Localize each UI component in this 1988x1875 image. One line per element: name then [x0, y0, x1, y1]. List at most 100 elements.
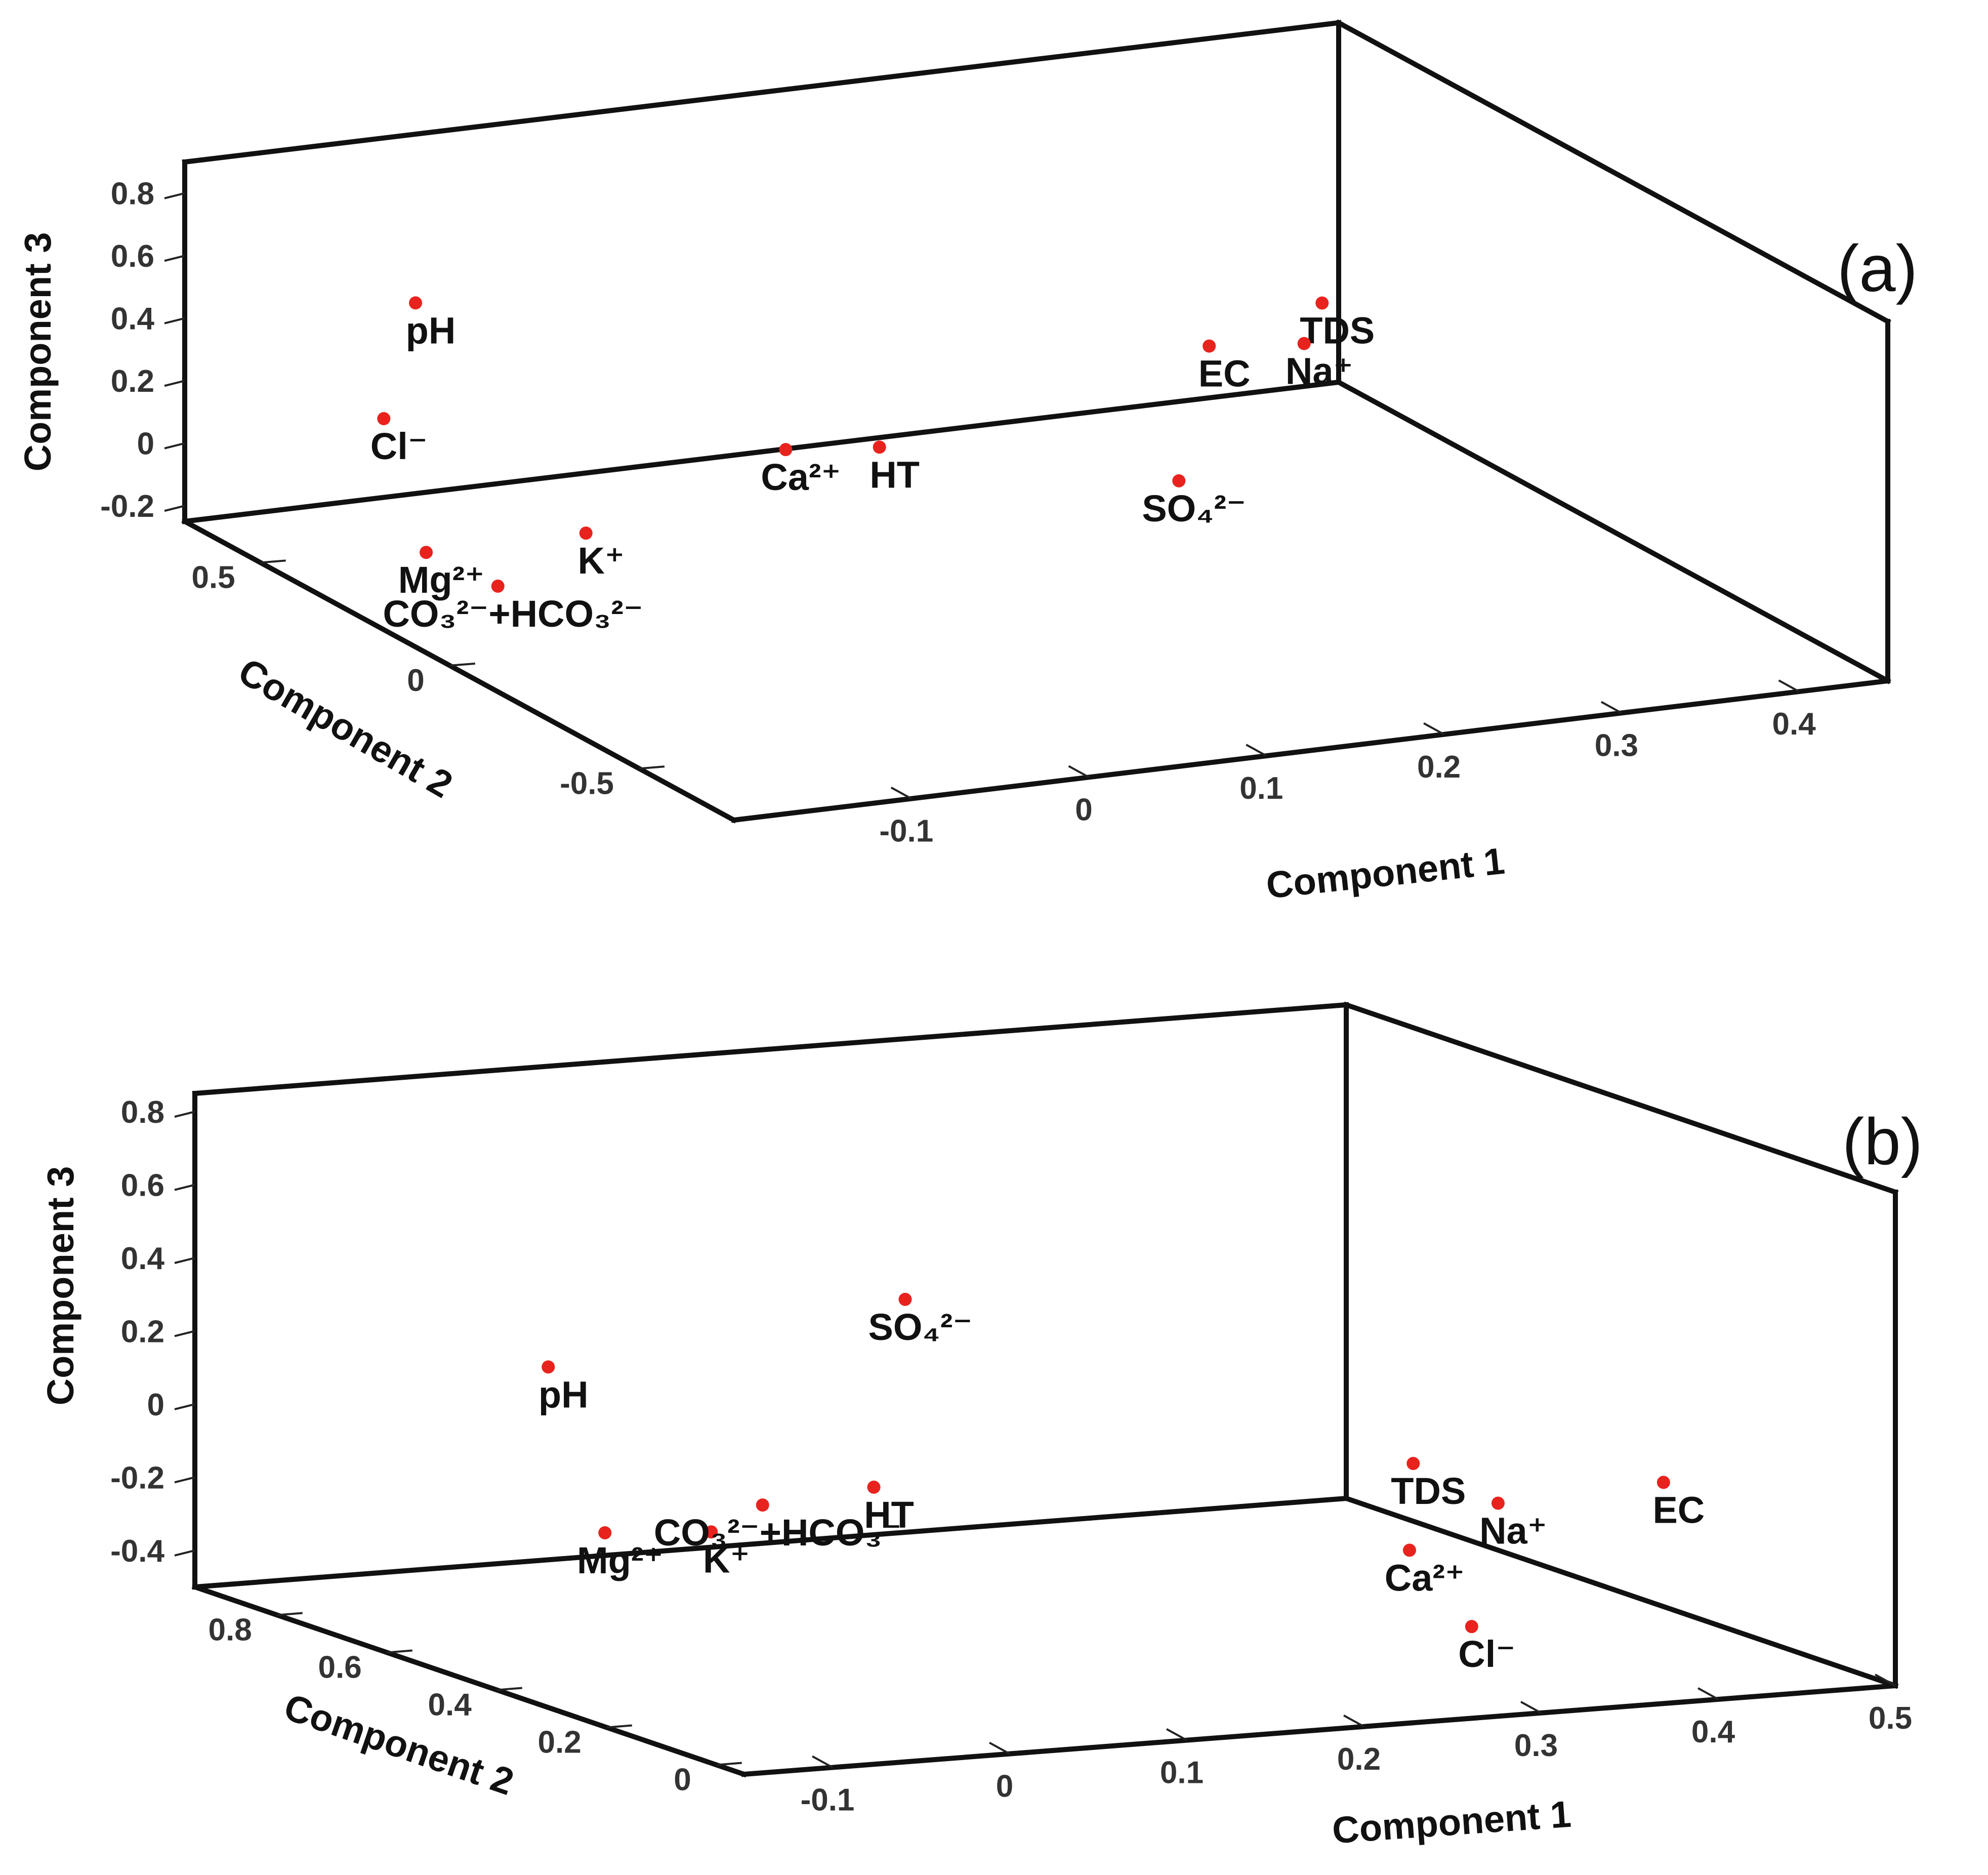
- data-point-label: pH: [406, 309, 456, 351]
- z-tick-label: 0.4: [111, 302, 155, 337]
- z-tick-mark: [174, 1330, 195, 1337]
- panel-b-label: (b): [1842, 1105, 1923, 1178]
- x-tick-label: -0.1: [879, 814, 933, 849]
- y-tick-label: 0: [674, 1763, 691, 1798]
- y-tick-label: 0.6: [318, 1650, 362, 1685]
- panel-a-frame: [181, 19, 1891, 824]
- data-point-label: Mg²⁺: [398, 559, 485, 601]
- z-tick-label: 0.4: [121, 1241, 165, 1276]
- frame-edge-8: [1335, 19, 1891, 325]
- z-tick-mark: [174, 1257, 195, 1264]
- panel-a-z-axis-label: Component 3: [17, 232, 59, 472]
- z-tick-label: 0.2: [121, 1314, 164, 1349]
- data-point: [420, 546, 433, 559]
- x-tick-mark: [890, 786, 912, 800]
- x-tick-label: 0: [996, 1769, 1013, 1804]
- z-tick-label: 0: [137, 427, 154, 462]
- panel-b-points: pH SO₄²⁻ TDS EC Ca²⁺ Na⁺ Mg²⁺ K⁺CO₃²⁻+HCO₃⁻HT Cl…: [539, 1292, 1705, 1675]
- y-tick-mark: [449, 662, 475, 667]
- x-tick-mark: [1166, 1728, 1187, 1741]
- y-tick-label: -0.5: [560, 766, 614, 801]
- data-point: [1491, 1496, 1505, 1510]
- data-point: [1465, 1620, 1478, 1634]
- x-tick-label: 0.1: [1160, 1756, 1204, 1790]
- z-tick-label: 0.6: [111, 239, 154, 274]
- data-point-label: TDS: [1300, 310, 1375, 352]
- z-tick-mark: [164, 505, 185, 512]
- z-tick-mark: [174, 1184, 195, 1191]
- data-point: [598, 1526, 612, 1539]
- z-tick-mark: [164, 380, 185, 387]
- data-point: [1406, 1457, 1420, 1471]
- x-tick-label: 0.3: [1514, 1728, 1558, 1763]
- data-point-label: SO₄²⁻: [868, 1306, 973, 1348]
- x-tick-label: 0.4: [1691, 1715, 1735, 1749]
- x-tick-mark: [1423, 722, 1445, 736]
- data-point: [1297, 337, 1311, 350]
- y-tick-mark: [639, 765, 665, 770]
- x-tick-mark: [1600, 701, 1622, 714]
- data-point: [756, 1498, 769, 1512]
- y-tick-mark: [277, 1612, 303, 1616]
- y-tick-mark: [260, 559, 286, 564]
- data-point: [873, 440, 886, 454]
- frame-edge-0: [741, 1683, 1898, 1777]
- x-tick-label: 0.4: [1772, 707, 1816, 742]
- x-tick-label: 0.2: [1417, 750, 1461, 785]
- data-point-label: Ca²⁺: [761, 456, 841, 498]
- z-tick-label: 0.8: [111, 177, 154, 212]
- y-tick-mark: [496, 1687, 522, 1691]
- panel-a-ticks: -0.1 0 0.1 0.2 0.3 0.4 -0.5 0 0.5 -0.2 0 0.2 0.4 0.6 0…: [100, 177, 1816, 849]
- x-tick-mark: [1520, 1701, 1542, 1714]
- data-point-label: CO₃²⁻+HCO₃⁻: [654, 1512, 902, 1554]
- data-point-label: TDS: [1391, 1470, 1466, 1512]
- data-point-label: pH: [539, 1373, 589, 1415]
- y-tick-label: 0.5: [191, 560, 235, 595]
- data-point-label: Na⁺: [1479, 1510, 1547, 1552]
- data-point: [1172, 474, 1186, 487]
- y-tick-mark: [387, 1649, 412, 1654]
- frame-edge-7: [182, 20, 1342, 165]
- y-tick-mark: [606, 1724, 632, 1729]
- z-tick-label: -0.4: [110, 1534, 164, 1569]
- panel-a-points: pH Cl⁻ TDS EC Na⁺ Ca²⁺ HT K⁺ Mg²⁺CO₃²⁻+HCO₃²⁻ SO₄…: [370, 296, 1375, 635]
- data-point-label: CO₃²⁻+HCO₃²⁻: [383, 593, 643, 635]
- y-tick-label: 0.2: [538, 1725, 582, 1760]
- panel-b-y-axis-label: Component 2: [279, 1686, 519, 1803]
- data-point-label: K⁺: [577, 540, 625, 582]
- x-tick-label: -0.1: [801, 1783, 855, 1818]
- x-tick-mark: [1875, 1674, 1896, 1687]
- data-point-label: EC: [1652, 1489, 1705, 1531]
- panel-b-frame: [191, 1001, 1899, 1778]
- panel-a-x-axis-label: Component 1: [1264, 840, 1507, 907]
- y-tick-label: 0.4: [428, 1688, 472, 1723]
- data-point-label: Cl⁻: [1458, 1633, 1515, 1675]
- z-tick-label: 0.8: [121, 1095, 164, 1130]
- data-point: [1402, 1543, 1416, 1557]
- z-tick-mark: [174, 1111, 195, 1118]
- data-point-label: SO₄²⁻: [1142, 487, 1246, 529]
- data-point-label: Mg²⁺: [577, 1539, 664, 1581]
- data-point-label: Cl⁻: [370, 425, 428, 467]
- z-tick-mark: [174, 1476, 195, 1484]
- data-point: [1203, 339, 1216, 353]
- frame-edge-2: [1343, 1495, 1899, 1689]
- x-tick-label: 0.2: [1337, 1742, 1381, 1777]
- x-tick-mark: [1778, 679, 1800, 692]
- y-tick-mark: [716, 1762, 742, 1766]
- panel-b-x-axis-label: Component 1: [1331, 1793, 1572, 1852]
- data-point: [779, 443, 793, 457]
- x-tick-label: 0.3: [1595, 728, 1638, 763]
- y-tick-label: 0: [407, 663, 424, 698]
- z-tick-label: -0.2: [110, 1460, 164, 1495]
- panel-a: -0.1 0 0.1 0.2 0.3 0.4 -0.5 0 0.5 -0.2 0 0.2 0.4 0.6 0…: [17, 19, 1918, 907]
- data-point: [377, 412, 391, 426]
- data-point-label: Na⁺: [1286, 350, 1353, 392]
- y-tick-label: 0.8: [209, 1613, 252, 1648]
- data-point: [705, 1525, 718, 1539]
- z-tick-mark: [174, 1549, 195, 1557]
- z-tick-mark: [164, 192, 185, 199]
- frame-edge-1: [191, 1583, 748, 1778]
- frame-edge-3: [192, 1495, 1349, 1590]
